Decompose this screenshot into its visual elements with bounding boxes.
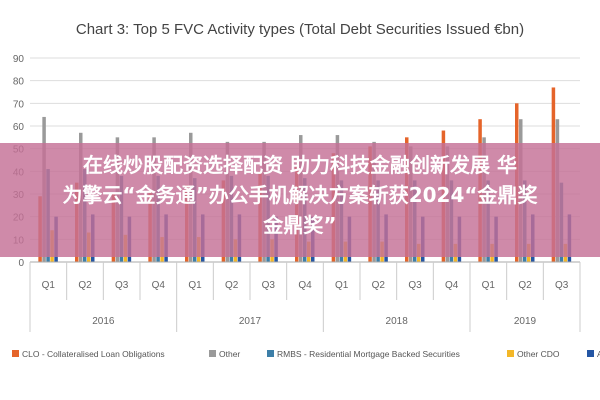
legend-swatch-rmbs bbox=[267, 350, 274, 357]
legend-label: Other bbox=[219, 349, 240, 359]
x-tick-label: Q2 bbox=[518, 280, 532, 291]
legend-label: Other CDO bbox=[517, 349, 560, 359]
banner-line-1: 在线炒股配资选择配资 助力科技金融创新发展 华 bbox=[83, 153, 517, 177]
legend-label: RMBS - Residential Mortgage Backed Secur… bbox=[277, 349, 460, 359]
banner-line-2: 为擎云“金务通”办公手机解决方案斩获2024“金鼎奖 bbox=[62, 183, 538, 207]
legend-swatch-othercdo bbox=[507, 350, 514, 357]
group-label: 2019 bbox=[514, 316, 537, 327]
group-label: 2017 bbox=[239, 316, 262, 327]
y-tick-label: 0 bbox=[18, 258, 24, 269]
x-tick-label: Q2 bbox=[78, 280, 92, 291]
group-label: 2018 bbox=[386, 316, 409, 327]
y-tick-label: 70 bbox=[13, 99, 25, 110]
x-tick-label: Q2 bbox=[225, 280, 239, 291]
chart-title: Chart 3: Top 5 FVC Activity types (Total… bbox=[76, 21, 524, 38]
legend-label: ABCP bbox=[597, 349, 600, 359]
x-tick-label: Q3 bbox=[115, 280, 129, 291]
legend-label: CLO - Collateralised Loan Obligations bbox=[22, 349, 165, 359]
x-tick-label: Q1 bbox=[42, 280, 56, 291]
x-tick-label: Q3 bbox=[555, 280, 569, 291]
legend-swatch-other bbox=[209, 350, 216, 357]
x-tick-label: Q1 bbox=[335, 280, 349, 291]
banner-text[interactable]: 在线炒股配资选择配资 助力科技金融创新发展 华 为擎云“金务通”办公手机解决方案… bbox=[0, 150, 600, 240]
x-tick-label: Q3 bbox=[262, 280, 276, 291]
x-tick-label: Q1 bbox=[482, 280, 496, 291]
banner-overlay bbox=[0, 143, 600, 257]
legend-swatch-clo bbox=[12, 350, 19, 357]
banner-line-3: 金鼎奖” bbox=[263, 213, 337, 237]
x-tick-label: Q2 bbox=[372, 280, 386, 291]
group-label: 2016 bbox=[92, 316, 115, 327]
y-tick-label: 80 bbox=[13, 77, 25, 88]
x-tick-label: Q3 bbox=[408, 280, 422, 291]
x-tick-label: Q4 bbox=[298, 280, 312, 291]
legend-swatch-abcp bbox=[587, 350, 594, 357]
x-tick-label: Q1 bbox=[188, 280, 202, 291]
x-tick-label: Q4 bbox=[152, 280, 166, 291]
y-tick-label: 90 bbox=[13, 54, 25, 65]
x-tick-label: Q4 bbox=[445, 280, 459, 291]
y-tick-label: 60 bbox=[13, 122, 25, 133]
